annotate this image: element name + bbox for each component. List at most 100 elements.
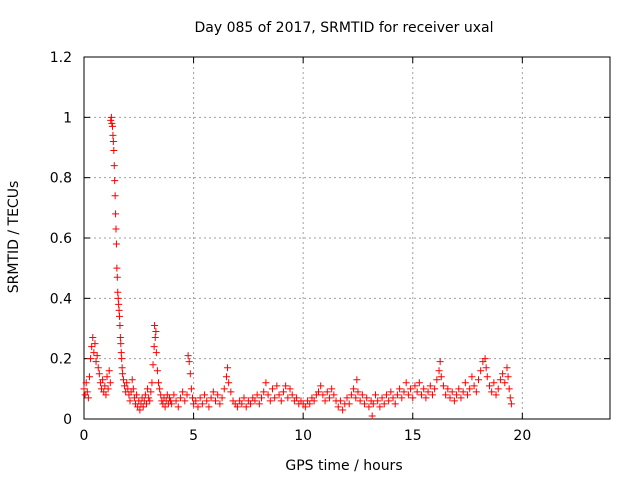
data-point — [111, 192, 119, 200]
data-point — [119, 376, 127, 384]
data-point — [176, 394, 184, 402]
x-axis-label: GPS time / hours — [285, 458, 402, 474]
data-point — [339, 406, 347, 414]
data-point — [179, 388, 187, 396]
data-point — [345, 400, 353, 408]
data-point — [153, 367, 161, 375]
data-point — [105, 367, 113, 375]
data-point — [490, 379, 498, 387]
data-point — [411, 382, 419, 390]
data-point — [110, 147, 118, 155]
data-point — [225, 379, 233, 387]
data-point — [224, 364, 232, 372]
data-point — [461, 379, 469, 387]
data-point — [260, 388, 268, 396]
data-point — [457, 394, 465, 402]
data-point — [117, 340, 125, 348]
data-point — [108, 119, 116, 127]
data-point — [148, 379, 156, 387]
data-point — [477, 367, 485, 375]
data-point — [88, 343, 96, 351]
data-point — [418, 391, 426, 399]
data-point — [328, 385, 336, 393]
data-point — [207, 394, 215, 402]
data-point — [264, 391, 272, 399]
data-point — [174, 403, 182, 411]
data-point — [426, 382, 434, 390]
data-point — [368, 412, 376, 420]
data-point — [507, 400, 515, 408]
data-point — [398, 394, 406, 402]
data-point — [117, 349, 125, 357]
data-point — [424, 388, 432, 396]
data-point — [222, 373, 230, 381]
data-point — [374, 397, 382, 405]
data-point — [483, 373, 491, 381]
data-point — [330, 391, 338, 399]
data-point — [150, 343, 158, 351]
data-point — [396, 385, 404, 393]
data-point — [369, 400, 377, 408]
data-point — [273, 382, 281, 390]
data-point — [112, 225, 120, 233]
y-axis-label: SRMTID / TECUs — [6, 181, 22, 294]
data-point — [205, 403, 213, 411]
data-point — [262, 379, 270, 387]
data-point — [170, 391, 178, 399]
data-point — [279, 388, 287, 396]
data-point — [116, 312, 124, 320]
data-point — [194, 403, 202, 411]
data-point — [146, 397, 154, 405]
data-point — [155, 379, 163, 387]
data-point — [116, 321, 124, 329]
data-point — [468, 373, 476, 381]
data-point — [482, 364, 490, 372]
data-point — [152, 349, 160, 357]
data-point — [284, 394, 292, 402]
data-point — [444, 385, 452, 393]
data-point — [353, 376, 361, 384]
data-point — [115, 306, 123, 314]
data-point — [172, 397, 180, 405]
data-point — [400, 388, 408, 396]
data-point — [363, 394, 371, 402]
data-point — [198, 400, 206, 408]
data-point — [472, 388, 480, 396]
data-point — [282, 382, 290, 390]
data-point — [109, 137, 117, 145]
data-point — [317, 382, 325, 390]
data-point — [293, 394, 301, 402]
data-point — [107, 116, 115, 124]
x-tick-label: 10 — [294, 428, 312, 444]
data-point — [306, 400, 314, 408]
data-point — [118, 355, 126, 363]
data-point — [315, 388, 323, 396]
data-point — [356, 397, 364, 405]
data-point — [494, 385, 502, 393]
data-point — [371, 391, 379, 399]
data-point — [334, 403, 342, 411]
data-point — [214, 391, 222, 399]
data-point — [286, 385, 294, 393]
data-point — [123, 379, 131, 387]
data-point — [152, 328, 160, 336]
data-point — [133, 391, 141, 399]
data-point — [116, 334, 124, 342]
data-point — [431, 385, 439, 393]
data-point — [186, 370, 194, 378]
data-point — [251, 397, 259, 405]
data-point — [144, 385, 152, 393]
data-point — [157, 391, 165, 399]
data-point — [114, 294, 122, 302]
data-point — [310, 397, 318, 405]
data-point — [216, 400, 224, 408]
data-point — [187, 385, 195, 393]
data-point — [183, 391, 191, 399]
data-point — [391, 400, 399, 408]
data-point — [102, 391, 110, 399]
data-point — [446, 394, 454, 402]
data-point — [428, 391, 436, 399]
data-point — [84, 394, 92, 402]
data-point — [126, 397, 134, 405]
data-point — [149, 361, 157, 369]
